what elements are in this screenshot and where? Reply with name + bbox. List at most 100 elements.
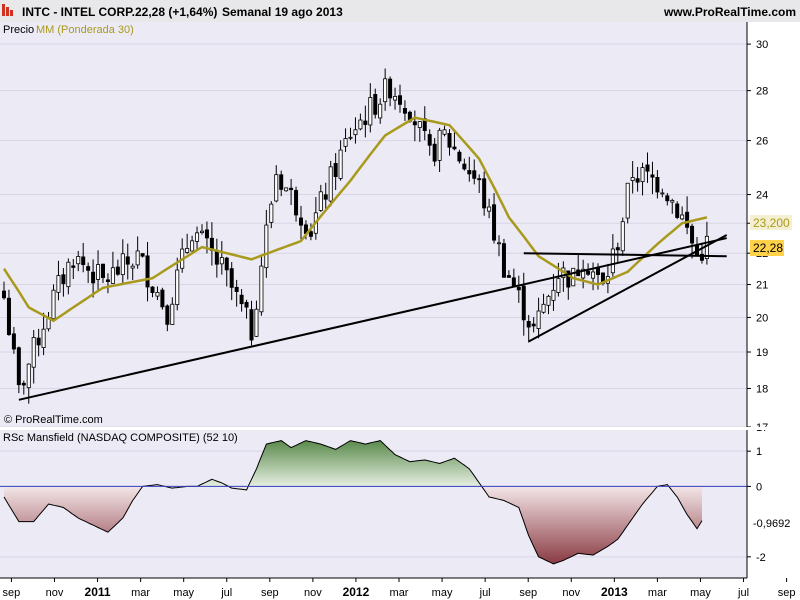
candle-body — [61, 274, 66, 285]
candle-body — [115, 266, 120, 275]
candle-body — [110, 267, 115, 284]
candle — [546, 294, 551, 315]
candle-body — [690, 225, 695, 244]
candle — [437, 127, 442, 172]
legend-ma: MM (Ponderada 30) — [36, 24, 134, 36]
candle — [130, 263, 135, 281]
candle — [496, 235, 501, 257]
header-symbol: INTC - INTEL CORP. — [22, 5, 135, 19]
candle-body — [11, 333, 16, 350]
candle — [660, 188, 665, 198]
header-website[interactable]: www.ProRealTime.com — [663, 5, 796, 19]
candle-body — [76, 256, 81, 265]
header-logo-icon[interactable] — [2, 4, 13, 16]
candle-body — [16, 347, 21, 386]
candle — [328, 160, 333, 207]
candle-body — [442, 129, 447, 135]
candle-body — [294, 190, 299, 216]
time-tick-label: 2013 — [601, 585, 628, 599]
candle — [11, 326, 16, 354]
candle — [175, 257, 180, 311]
candle-body — [630, 177, 635, 181]
candle — [338, 140, 343, 181]
candle-body — [96, 264, 101, 280]
candle-body — [145, 255, 150, 288]
candle — [249, 300, 254, 346]
candle-body — [427, 134, 432, 146]
price-tick-label: 28 — [756, 86, 768, 98]
candle — [165, 304, 170, 332]
candle-body — [120, 253, 125, 276]
candle-body — [452, 146, 457, 150]
candle — [675, 201, 680, 220]
candle-body — [496, 242, 501, 245]
candle — [140, 253, 145, 258]
ma-value-label: 23,200 — [753, 216, 790, 230]
time-tick-label: jul — [737, 587, 749, 599]
candle-body — [650, 174, 655, 178]
candle — [289, 178, 294, 206]
candle-body — [244, 301, 249, 308]
candle — [190, 235, 195, 252]
candle — [432, 137, 437, 167]
candle-body — [323, 194, 328, 200]
trendlines — [18, 234, 728, 401]
candle-body — [239, 294, 244, 305]
candle — [383, 68, 388, 111]
candle — [254, 300, 259, 337]
candle — [417, 121, 422, 142]
candle-body — [2, 290, 7, 299]
candle — [699, 243, 704, 264]
trendline — [528, 234, 728, 343]
candle-body — [467, 170, 472, 175]
candle-body — [229, 268, 234, 288]
candle — [402, 100, 407, 121]
candle — [348, 127, 353, 141]
candle — [472, 159, 477, 185]
candle-body — [397, 95, 402, 105]
candle-body — [195, 232, 200, 242]
ma-value-label-box — [750, 215, 792, 230]
time-tick-label: sep — [778, 587, 796, 599]
time-tick-label: nov — [46, 587, 64, 599]
trendline — [523, 252, 727, 258]
legend-price: Precio — [3, 24, 34, 36]
candle — [91, 259, 96, 298]
candle-body — [685, 211, 690, 228]
price-tick-label: 21 — [756, 280, 768, 292]
osc-tick-label: 0 — [756, 481, 762, 493]
candle-body — [675, 203, 680, 218]
candle — [160, 287, 165, 310]
price-tick-label: 24 — [756, 190, 768, 202]
candle-body — [279, 174, 284, 190]
candle-body — [383, 78, 388, 103]
time-tick-label: 2011 — [85, 585, 111, 599]
candle-body — [234, 286, 239, 292]
candle — [145, 242, 150, 302]
candle-body — [645, 164, 650, 172]
candle — [269, 201, 274, 229]
oscillator-areas — [3, 440, 703, 565]
candlestick-series — [2, 68, 709, 404]
candle — [680, 206, 685, 221]
candle-body — [635, 178, 640, 183]
candle — [66, 258, 71, 295]
candle-body — [596, 267, 601, 275]
candle — [96, 250, 101, 293]
candle-body — [640, 167, 645, 183]
candle-body — [56, 275, 61, 293]
candle — [36, 328, 41, 357]
candle — [397, 84, 402, 113]
candle-body — [348, 136, 353, 139]
candle — [76, 250, 81, 272]
candle-body — [546, 295, 551, 306]
candle-body — [551, 289, 556, 301]
candle — [323, 182, 328, 210]
candle-body — [506, 275, 511, 278]
candle-body — [586, 270, 591, 275]
candle-body — [363, 120, 368, 125]
time-tick-label: mar — [390, 587, 409, 599]
candle — [298, 205, 303, 240]
candle-body — [492, 204, 497, 241]
